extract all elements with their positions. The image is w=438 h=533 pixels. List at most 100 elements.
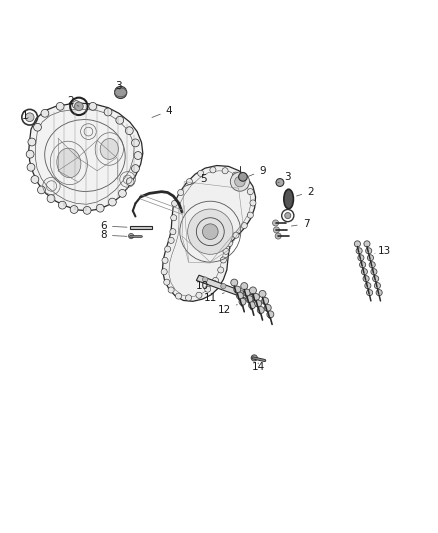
Circle shape	[367, 255, 374, 261]
Circle shape	[31, 175, 39, 183]
Circle shape	[89, 102, 97, 110]
Circle shape	[161, 269, 167, 275]
Circle shape	[128, 233, 134, 239]
Circle shape	[241, 282, 248, 289]
Circle shape	[254, 300, 261, 307]
Circle shape	[47, 195, 55, 203]
Circle shape	[230, 172, 250, 191]
Circle shape	[196, 292, 202, 298]
Circle shape	[162, 257, 168, 263]
Circle shape	[116, 116, 124, 124]
Circle shape	[170, 229, 176, 235]
Circle shape	[176, 293, 182, 299]
Text: 5: 5	[184, 174, 207, 187]
Text: 9: 9	[249, 166, 266, 176]
Circle shape	[241, 223, 247, 229]
Circle shape	[285, 213, 291, 219]
Circle shape	[168, 237, 174, 244]
Circle shape	[125, 127, 133, 135]
Text: 3: 3	[278, 172, 291, 183]
Circle shape	[83, 206, 91, 214]
Text: 2: 2	[297, 187, 314, 197]
Circle shape	[223, 248, 229, 254]
Circle shape	[360, 262, 366, 268]
Circle shape	[231, 279, 238, 286]
Circle shape	[34, 123, 42, 131]
Ellipse shape	[284, 189, 293, 209]
Text: 4: 4	[152, 106, 172, 117]
Circle shape	[38, 186, 46, 194]
Text: 2: 2	[68, 96, 79, 107]
Ellipse shape	[100, 139, 118, 159]
Circle shape	[178, 189, 184, 196]
Circle shape	[172, 200, 178, 206]
Text: 3: 3	[116, 81, 122, 91]
Circle shape	[210, 167, 216, 173]
Text: 13: 13	[375, 246, 391, 256]
Circle shape	[25, 113, 34, 122]
Circle shape	[134, 151, 142, 159]
Circle shape	[74, 102, 83, 111]
Circle shape	[257, 306, 264, 313]
Circle shape	[72, 101, 80, 109]
Circle shape	[251, 355, 257, 361]
Circle shape	[28, 138, 36, 146]
Circle shape	[264, 304, 271, 311]
Circle shape	[376, 289, 382, 296]
Circle shape	[186, 179, 192, 184]
Text: 8: 8	[100, 230, 127, 240]
Circle shape	[164, 279, 170, 285]
Circle shape	[253, 294, 259, 301]
Circle shape	[26, 150, 34, 158]
Circle shape	[373, 276, 379, 282]
Circle shape	[198, 171, 204, 176]
Text: 7: 7	[291, 219, 309, 229]
Circle shape	[171, 215, 177, 221]
Circle shape	[244, 289, 251, 296]
Circle shape	[250, 287, 256, 294]
Circle shape	[247, 212, 253, 218]
Circle shape	[365, 282, 371, 289]
Circle shape	[238, 290, 244, 295]
Circle shape	[205, 286, 211, 292]
Circle shape	[367, 289, 373, 296]
Circle shape	[233, 232, 239, 238]
Circle shape	[272, 220, 279, 226]
Circle shape	[354, 241, 360, 247]
Polygon shape	[29, 103, 143, 211]
Circle shape	[364, 241, 370, 247]
Circle shape	[369, 262, 375, 268]
Text: 11: 11	[204, 293, 224, 303]
Circle shape	[131, 139, 139, 147]
Circle shape	[237, 292, 244, 299]
Text: 6: 6	[100, 221, 127, 231]
Circle shape	[366, 248, 372, 254]
Circle shape	[235, 176, 245, 187]
Polygon shape	[196, 275, 255, 301]
Circle shape	[273, 227, 279, 233]
Circle shape	[247, 189, 253, 195]
Text: 12: 12	[218, 304, 237, 315]
Circle shape	[361, 269, 367, 275]
Circle shape	[276, 179, 284, 187]
Circle shape	[126, 177, 134, 185]
Circle shape	[261, 297, 268, 304]
Circle shape	[96, 204, 104, 212]
Circle shape	[118, 189, 126, 197]
Circle shape	[246, 296, 253, 303]
Circle shape	[267, 311, 274, 318]
Circle shape	[56, 102, 64, 110]
Circle shape	[202, 224, 218, 239]
Circle shape	[115, 86, 127, 99]
Circle shape	[104, 108, 112, 116]
Circle shape	[222, 168, 228, 174]
Circle shape	[131, 165, 139, 173]
Text: 1: 1	[22, 111, 28, 122]
Circle shape	[374, 282, 381, 289]
Circle shape	[239, 173, 247, 181]
Circle shape	[241, 179, 247, 185]
Circle shape	[358, 255, 364, 261]
Circle shape	[185, 295, 191, 301]
Circle shape	[70, 206, 78, 213]
Polygon shape	[130, 225, 152, 229]
